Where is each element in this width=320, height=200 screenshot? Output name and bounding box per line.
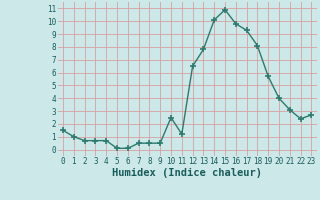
X-axis label: Humidex (Indice chaleur): Humidex (Indice chaleur) (112, 168, 262, 178)
